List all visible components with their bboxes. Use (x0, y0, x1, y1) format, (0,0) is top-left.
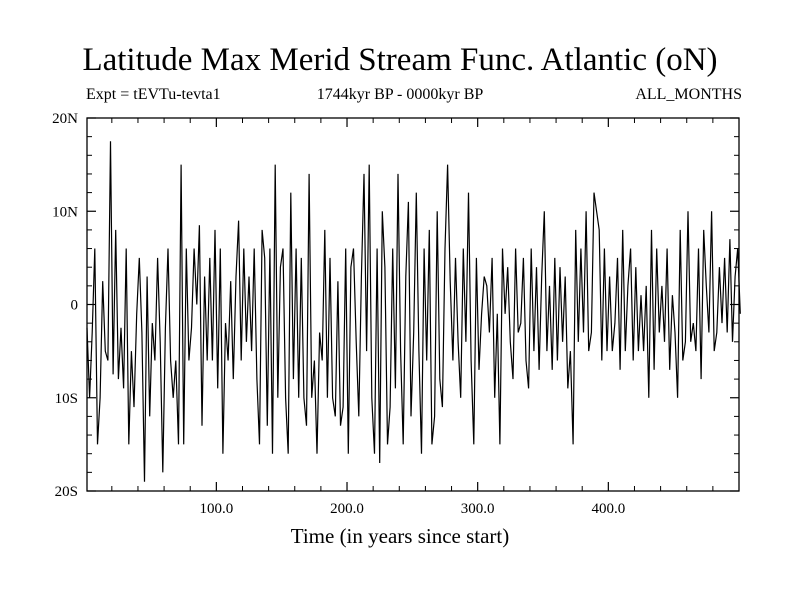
x-tick-label: 400.0 (591, 501, 625, 517)
x-tick-label: 200.0 (330, 501, 364, 517)
x-tick-label: 300.0 (461, 501, 495, 517)
plot-frame (86, 117, 740, 492)
tick-layer: 20N 10N 0 10S 20S 100.0 200.0 300.0 400.0 (52, 111, 739, 517)
y-tick-label: 20N (52, 111, 78, 127)
time-range-label: 1744kyr BP - 0000kyr BP (316, 86, 484, 103)
x-tick-label: 100.0 (199, 501, 233, 517)
y-tick-label: 0 (71, 298, 79, 314)
data-layer (86, 141, 741, 482)
y-tick-label: 10N (52, 204, 78, 220)
y-tick-label: 10S (55, 391, 78, 407)
months-label: ALL_MONTHS (635, 86, 742, 103)
chart-title: Latitude Max Merid Stream Func. Atlantic… (82, 42, 718, 78)
y-tick-label: 20S (55, 484, 78, 500)
x-axis-label: Time (in years since start) (290, 524, 510, 548)
experiment-label: Expt = tEVTu-tevta1 (86, 86, 221, 103)
series-line (86, 141, 741, 482)
